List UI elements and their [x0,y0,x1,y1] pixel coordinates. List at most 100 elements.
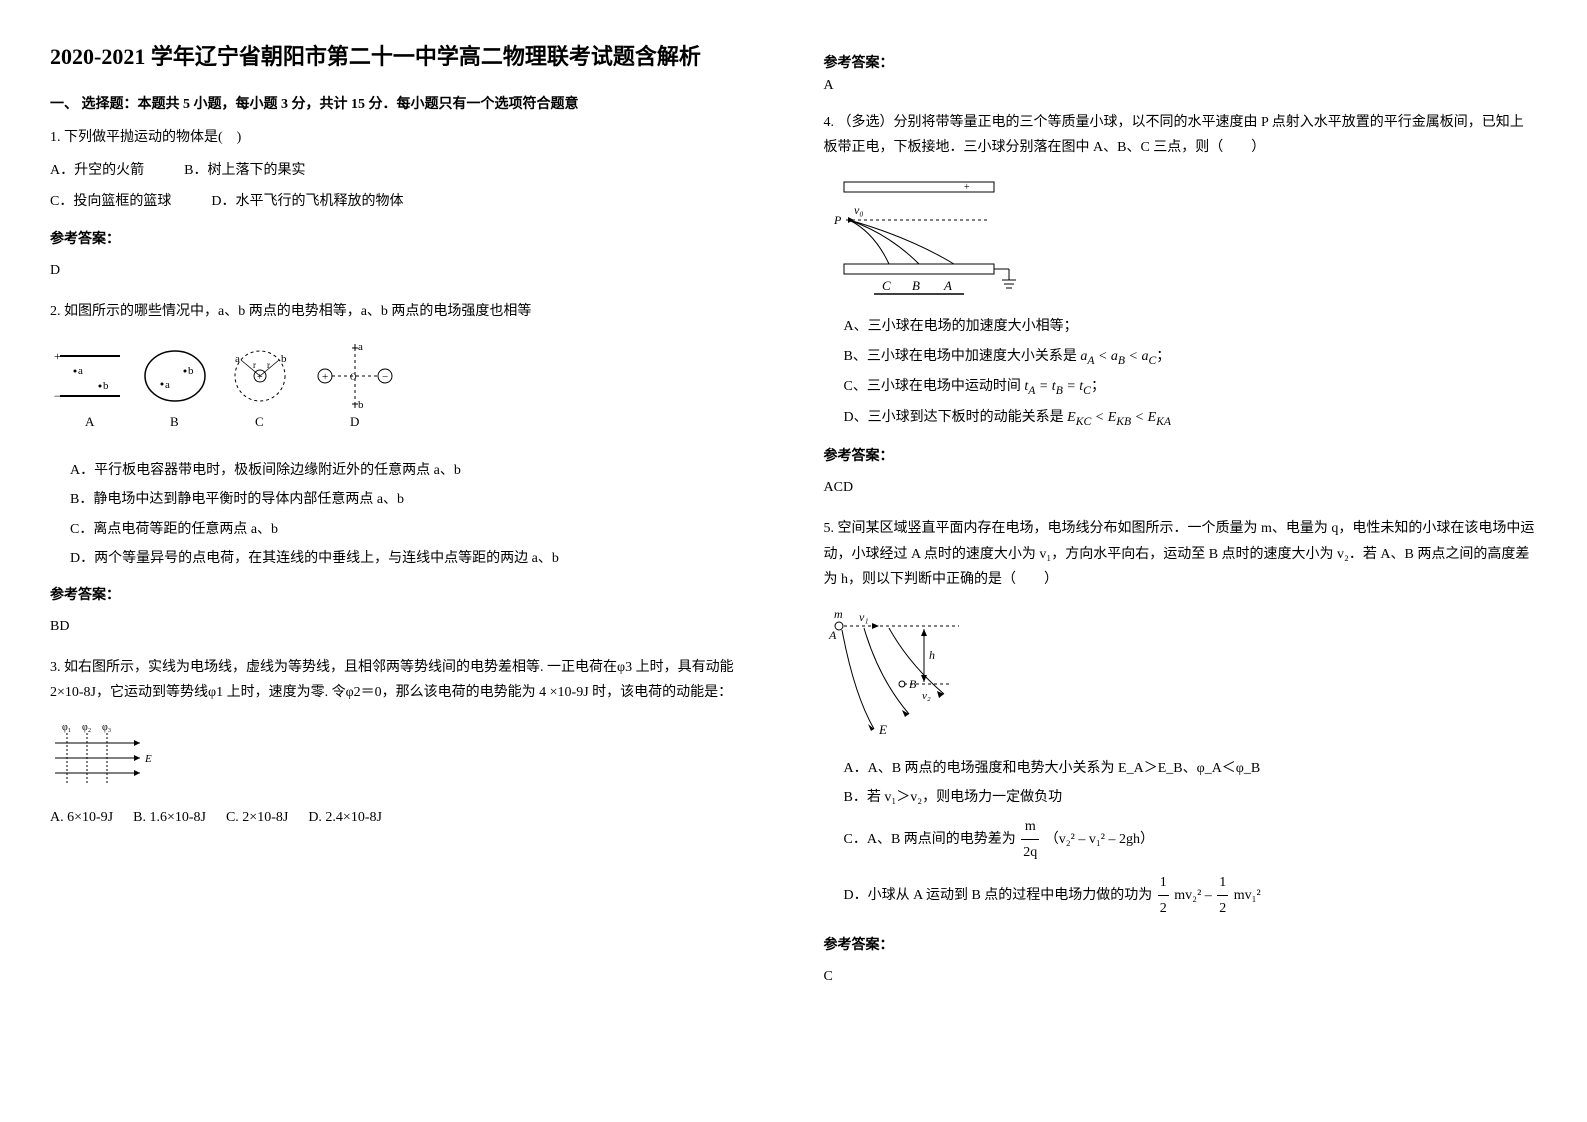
q1-option-a: A．升空的火箭 [50,158,144,183]
q3-option-c: C. 2×10-8J [226,805,288,830]
q5-option-b: B．若 v₁＞v₂，则电场力一定做负功 [824,785,1538,810]
q2-option-c: C．离点电荷等距的任意两点 a、b [50,517,764,542]
q4-option-a: A、三小球在电场的加速度大小相等； [824,314,1538,339]
q5-optd-mid2: mv₁² [1234,888,1261,903]
q1-options-row-1: A．升空的火箭 B．树上落下的果实 [50,158,764,183]
q4-optb-math: aA < aB < aC [1080,349,1156,364]
q2-option-b: B．静电场中达到静电平衡时的导体内部任意两点 a、b [50,487,764,512]
left-column: 2020-2021 学年辽宁省朝阳市第二十一中学高二物理联考试题含解析 一、 选… [50,40,764,1005]
svg-text:E: E [878,722,887,737]
svg-text:b: b [281,353,287,365]
svg-text:A: A [828,628,837,642]
svg-text:r: r [253,360,256,370]
svg-text:m: m [834,607,843,621]
q2-text: 2. 如图所示的哪些情况中，a、b 两点的电势相等，a、b 两点的电场强度也相等 [50,299,764,324]
q3-option-b: B. 1.6×10-8J [133,805,206,830]
q1-option-b: B．树上落下的果实 [184,158,305,183]
q4-answer: ACD [824,475,1538,500]
q4-text: 4. （多选）分别将带等量正电的三个等质量小球，以不同的水平速度由 P 点射入水… [824,110,1538,160]
fig-c-label: C [255,414,264,429]
svg-text:C: C [882,278,891,293]
svg-text:B: B [912,278,920,293]
svg-text:−: − [382,371,388,383]
q2-answer-label: 参考答案： [50,583,764,608]
q4-figure: + P v₀ C B A [824,172,1538,302]
q1-answer: D [50,258,764,283]
q5-optc-num: m [1021,814,1039,840]
q3-options-row: A. 6×10-9J B. 1.6×10-8J C. 2×10-8J D. 2.… [50,805,764,830]
q4-option-b: B、三小球在电场中加速度大小关系是 aA < aB < aC； [824,344,1538,371]
q3-text: 3. 如右图所示，实线为电场线，虚线为等势线，且相邻两等势线间的电势差相等. 一… [50,655,764,705]
svg-text:b: b [103,380,109,392]
svg-text:−: − [54,389,61,403]
q5-option-a: A．A、B 两点的电场强度和电势大小关系为 E_A＞E_B、φ_A＜φ_B [824,756,1538,781]
fig-d-label: D [350,414,359,429]
svg-text:a: a [358,341,363,353]
svg-text:a: a [78,365,83,377]
svg-text:v₀: v₀ [854,203,864,217]
q2-option-a: A．平行板电容器带电时，极板间除边缘附近外的任意两点 a、b [50,458,764,483]
q4-optc-text: C、三小球在电场中运动时间 [844,379,1021,394]
q5-option-c: C．A、B 两点间的电势差为 m 2q （v₂² – v₁² – 2gh） [824,814,1538,865]
question-3: 3. 如右图所示，实线为电场线，虚线为等势线，且相邻两等势线间的电势差相等. 一… [50,655,764,830]
svg-text:+: + [964,182,970,193]
q5-optc-den: 2q [1021,840,1039,865]
page-container: 2020-2021 学年辽宁省朝阳市第二十一中学高二物理联考试题含解析 一、 选… [50,40,1537,1005]
svg-text:E: E [144,753,152,765]
q5-optd-mid1: mv₂² – [1174,888,1215,903]
q5-optd-frac1: 1 2 [1158,870,1169,921]
q5-optd-f2d: 2 [1217,896,1228,921]
q5-optd-prefix: D．小球从 A 运动到 B 点的过程中电场力做的功为 [844,888,1153,903]
svg-text:+: + [322,371,328,383]
q5-optc-prefix: C．A、B 两点间的电势差为 [844,832,1016,847]
fig-b-label: B [170,414,179,429]
svg-text:φ₂: φ₂ [82,722,91,733]
section-1-header: 一、 选择题：本题共 5 小题，每小题 3 分，共计 15 分．每小题只有一个选… [50,93,764,113]
q4-option-d: D、三小球到达下板时的动能关系是 EKC < EKB < EKA [824,405,1538,432]
fig-a-label: A [85,414,95,429]
page-title: 2020-2021 学年辽宁省朝阳市第二十一中学高二物理联考试题含解析 [50,40,764,73]
q5-answer-label: 参考答案： [824,933,1538,958]
q4-optd-text: D、三小球到达下板时的动能关系是 [844,410,1064,425]
svg-text:+: + [54,349,61,363]
q3-option-d: D. 2.4×10-8J [308,805,382,830]
q3-answer: A [824,78,1538,94]
q2-option-d: D．两个等量异号的点电荷，在其连线的中垂线上，与连线中点等距的两边 a、b [50,546,764,571]
q4-optc-math: tA = tB = tC [1024,379,1091,394]
q2-answer: BD [50,614,764,639]
q5-optd-f2n: 1 [1217,870,1228,896]
q5-optd-frac2: 1 2 [1217,870,1228,921]
q5-optc-fraction: m 2q [1021,814,1039,865]
svg-text:v₁: v₁ [859,610,869,624]
q5-figure: m A v₁ h B v₂ E [824,604,1538,744]
svg-text:O: O [350,372,357,382]
right-column: 参考答案： A 4. （多选）分别将带等量正电的三个等质量小球，以不同的水平速度… [824,40,1538,1005]
q1-answer-label: 参考答案： [50,227,764,252]
q4-answer-label: 参考答案： [824,444,1538,469]
q1-option-c: C．投向篮框的篮球 [50,189,171,214]
q3-answer-label: 参考答案： [824,52,1538,72]
q1-option-d: D．水平飞行的飞机释放的物体 [211,189,403,214]
q5-answer: C [824,964,1538,989]
svg-text:a: a [165,379,170,391]
q5-optc-suffix: （v₂² – v₁² – 2gh） [1045,832,1154,847]
svg-text:φ₁: φ₁ [62,722,71,733]
svg-text:+: + [257,372,263,383]
q2-figure: + − a b A a b B [50,336,764,446]
svg-text:b: b [358,399,364,411]
q4-optb-text: B、三小球在电场中加速度大小关系是 [844,349,1077,364]
svg-text:b: b [188,365,194,377]
svg-text:r: r [267,360,270,370]
q4-optd-math: EKC < EKB < EKA [1067,410,1171,425]
question-5: 5. 空间某区域竖直平面内存在电场，电场线分布如图所示．一个质量为 m、电量为 … [824,516,1538,989]
q3-option-a: A. 6×10-9J [50,805,113,830]
question-2: 2. 如图所示的哪些情况中，a、b 两点的电势相等，a、b 两点的电场强度也相等… [50,299,764,639]
q5-optd-f1n: 1 [1158,870,1169,896]
q3-figure: φ₁ φ₂ φ₃ E [50,718,764,793]
svg-text:v₂: v₂ [922,690,931,702]
q1-text: 1. 下列做平抛运动的物体是( ) [50,125,764,150]
q4-option-c: C、三小球在电场中运动时间 tA = tB = tC； [824,374,1538,401]
q1-options-row-2: C．投向篮框的篮球 D．水平飞行的飞机释放的物体 [50,189,764,214]
svg-text:a: a [235,353,240,365]
svg-text:h: h [929,648,935,662]
